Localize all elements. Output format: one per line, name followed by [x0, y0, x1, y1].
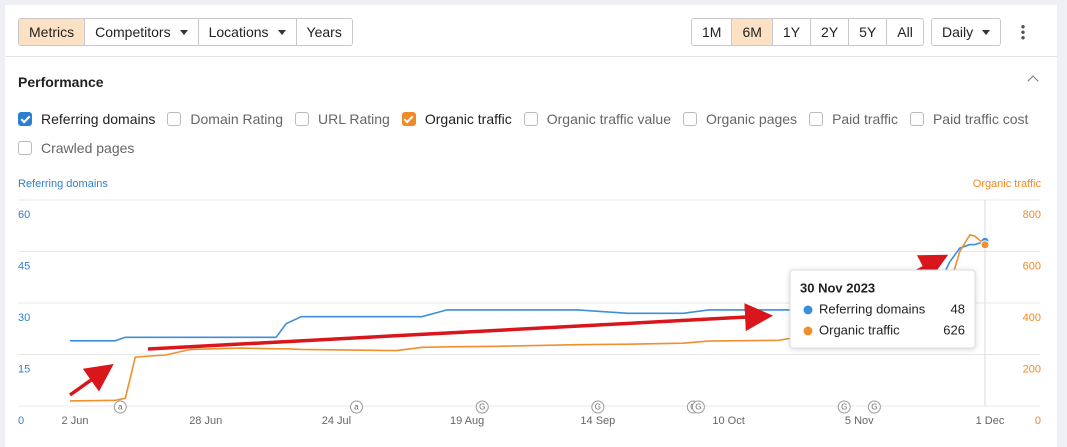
annotation-label: G	[841, 403, 847, 412]
checkbox[interactable]	[295, 112, 309, 126]
y-tick-label: 60	[18, 209, 30, 221]
callout-arrow	[68, 363, 114, 397]
metric-toggle[interactable]: Paid traffic cost	[909, 111, 1029, 127]
range-button[interactable]: 1Y	[771, 19, 810, 45]
checkbox[interactable]	[909, 112, 924, 126]
tooltip	[789, 269, 976, 349]
range-button[interactable]: 2Y	[810, 19, 848, 45]
tab-group: Metrics Competitors Locations Years	[18, 18, 353, 46]
y-tick-label: 45	[18, 260, 30, 272]
metric-toggle[interactable]: Organic pages	[683, 111, 797, 127]
metric-label: Domain Rating	[190, 111, 283, 127]
x-tick-label: 5 Nov	[845, 415, 874, 427]
x-tick-label: 1 Dec	[976, 415, 1005, 427]
checkbox[interactable]	[18, 112, 32, 126]
x-tick-label: 10 Oct	[712, 415, 744, 427]
metric-label: Organic traffic value	[546, 111, 671, 127]
x-tick-label: 2 Jun	[62, 415, 89, 427]
y-tick-label: 0	[18, 415, 24, 427]
y2-axis-title: Organic traffic	[973, 178, 1042, 190]
tab[interactable]: Metrics	[19, 19, 85, 45]
tooltip-value: 48	[951, 301, 965, 316]
checkbox[interactable]	[683, 112, 697, 126]
panel-title: Performance	[18, 74, 104, 90]
tab[interactable]: Years	[295, 19, 352, 45]
y2-tick-label: 200	[1023, 363, 1041, 375]
metric-label: Organic traffic	[424, 111, 512, 127]
metric-label: Organic pages	[706, 111, 798, 127]
range-group: 1M 6M 1Y 2Y 5Y All	[691, 18, 924, 46]
metric-toggle[interactable]: Domain Rating	[167, 111, 283, 127]
annotation-marker	[867, 400, 881, 414]
metric-toggle[interactable]: Referring domains	[18, 111, 155, 127]
y2-tick-label: 0	[1035, 415, 1041, 427]
interval-dropdown[interactable]: Daily	[932, 19, 1000, 45]
callout-arrow	[147, 303, 773, 351]
checkbox[interactable]	[523, 112, 538, 126]
metric-label: Paid traffic	[832, 111, 898, 127]
checkbox[interactable]	[401, 112, 416, 126]
annotation-label: G	[695, 403, 701, 412]
range-button[interactable]: 6M	[731, 19, 772, 45]
annotation-label: a	[118, 403, 123, 412]
annotation-marker	[691, 400, 705, 414]
annotation-marker	[350, 400, 364, 414]
range-button[interactable]: 5Y	[848, 19, 886, 45]
annotation-label: G	[595, 403, 601, 412]
tooltip-dot	[803, 326, 813, 336]
annotation-label: G	[479, 403, 485, 412]
y2-tick-label: 600	[1023, 260, 1041, 272]
x-tick-label: 28 Jun	[189, 415, 222, 427]
metric-toggle[interactable]: Organic traffic value	[523, 111, 671, 127]
metric-label: Paid traffic cost	[932, 111, 1029, 127]
y2-tick-label: 800	[1023, 209, 1041, 221]
x-tick-label: 24 Jul	[322, 415, 351, 427]
interval-group: Daily	[931, 18, 1002, 46]
divider	[5, 56, 1057, 57]
tooltip-name: Organic traffic	[819, 322, 900, 337]
x-tick-label: 19 Aug	[450, 415, 484, 427]
y2-tick-label: 400	[1023, 312, 1041, 324]
checkbox[interactable]	[18, 141, 32, 155]
metric-toggle[interactable]: Crawled pages	[18, 140, 134, 156]
tooltip-title: 30 Nov 2023	[800, 280, 875, 295]
annotation-label: a	[354, 403, 359, 412]
annotation-marker	[475, 400, 489, 414]
y-tick-label: 30	[18, 312, 30, 324]
metric-toggle[interactable]: Organic traffic	[401, 111, 512, 127]
metric-label: Referring domains	[41, 111, 156, 127]
annotation-label: G	[871, 403, 877, 412]
annotation-marker	[591, 400, 605, 414]
x-tick-label: 14 Sep	[580, 415, 615, 427]
annotation-marker	[113, 400, 127, 414]
checkbox[interactable]	[167, 112, 182, 126]
tooltip-value: 626	[943, 322, 965, 337]
tab[interactable]: Locations	[197, 19, 296, 45]
hover-point	[980, 240, 990, 250]
metric-toggle[interactable]: Paid traffic	[809, 111, 898, 127]
more-menu[interactable]	[1021, 24, 1025, 40]
annotation-marker	[837, 400, 851, 414]
tooltip-name: Referring domains	[819, 301, 926, 316]
checkbox[interactable]	[809, 112, 824, 126]
tooltip-dot	[803, 305, 813, 315]
metric-label: URL Rating	[318, 111, 390, 127]
metric-toggle[interactable]: URL Rating	[295, 111, 390, 127]
y-tick-label: 15	[18, 363, 30, 375]
range-button[interactable]: All	[886, 19, 923, 45]
range-button[interactable]: 1M	[702, 24, 722, 40]
metric-label: Crawled pages	[41, 140, 135, 156]
tab[interactable]: Competitors	[84, 19, 197, 45]
card: Metrics Competitors Locations Years 1M 6M 1Y 2…	[5, 5, 1057, 447]
metric-list: Referring domains Domain Rating URL Rating…	[18, 111, 1048, 156]
y-axis-title: Referring domains	[18, 178, 108, 190]
